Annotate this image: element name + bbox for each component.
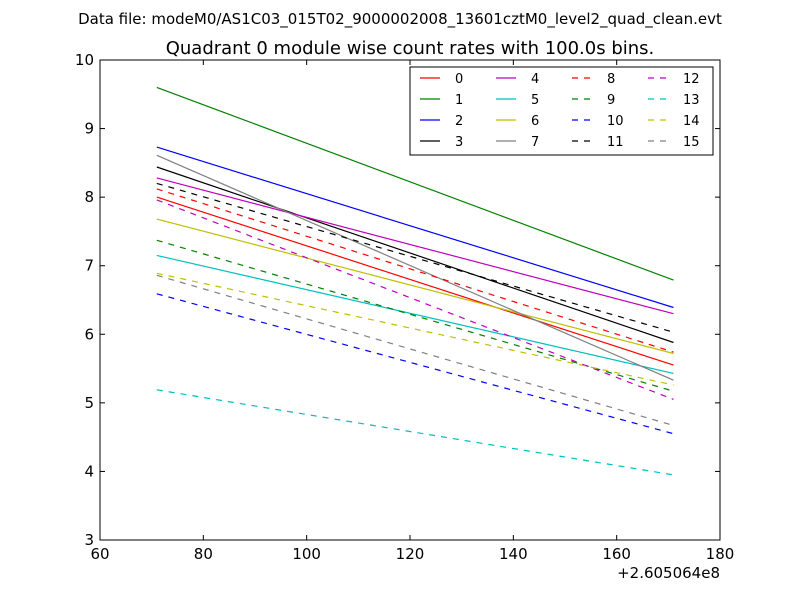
- x-tick-label: 180: [706, 545, 735, 563]
- series-line-6: [156, 218, 674, 355]
- series-line-5: [156, 254, 674, 374]
- series-line-7: [156, 154, 674, 381]
- legend-label-6: 6: [531, 114, 539, 129]
- legend-label-15: 15: [683, 135, 700, 150]
- series-line-1: [156, 86, 674, 281]
- legend-frame: [409, 66, 714, 156]
- x-tick-label: 100: [292, 545, 321, 563]
- series-line-12: [156, 199, 674, 400]
- legend-label-10: 10: [607, 114, 624, 129]
- y-tick-label: 4: [84, 462, 94, 480]
- legend-label-11: 11: [607, 135, 624, 150]
- series-line-14: [156, 272, 674, 386]
- x-tick-label: 140: [499, 545, 528, 563]
- legend-label-0: 0: [455, 72, 463, 87]
- legend-label-4: 4: [531, 72, 539, 87]
- series-line-13: [156, 389, 674, 476]
- y-tick-label: 7: [84, 257, 94, 275]
- series-line-11: [156, 182, 674, 333]
- x-offset-label: +2.605064e8: [617, 564, 720, 582]
- chart-suptitle: Data file: modeM0/AS1C03_015T02_90000020…: [78, 10, 722, 29]
- legend-label-8: 8: [607, 72, 615, 87]
- series-line-10: [156, 293, 674, 435]
- y-tick-label: 6: [84, 325, 94, 343]
- y-tick-label: 9: [84, 120, 94, 138]
- legend-label-7: 7: [531, 135, 539, 150]
- series-line-4: [156, 177, 674, 315]
- series-line-2: [156, 146, 674, 309]
- series-line-3: [156, 166, 674, 344]
- series-line-0: [156, 196, 674, 366]
- y-tick-label: 5: [84, 394, 94, 412]
- legend-label-9: 9: [607, 93, 615, 108]
- x-tick-label: 160: [602, 545, 631, 563]
- x-tick-label: 120: [396, 545, 425, 563]
- legend-label-3: 3: [455, 135, 463, 150]
- y-tick-label: 3: [84, 531, 94, 549]
- series-layer: [156, 86, 674, 476]
- y-tick-label: 8: [84, 188, 94, 206]
- legend-label-12: 12: [683, 72, 700, 87]
- y-tick-label: 10: [75, 51, 94, 69]
- x-tick-label: 80: [194, 545, 213, 563]
- series-line-15: [156, 274, 674, 427]
- legend-label-5: 5: [531, 93, 539, 108]
- chart-title: Quadrant 0 module wise count rates with …: [166, 38, 655, 59]
- legend-label-13: 13: [683, 93, 700, 108]
- x-tick-label: 60: [90, 545, 109, 563]
- legend-label-1: 1: [455, 93, 463, 108]
- legend-label-2: 2: [455, 114, 463, 129]
- legend-label-14: 14: [683, 114, 700, 129]
